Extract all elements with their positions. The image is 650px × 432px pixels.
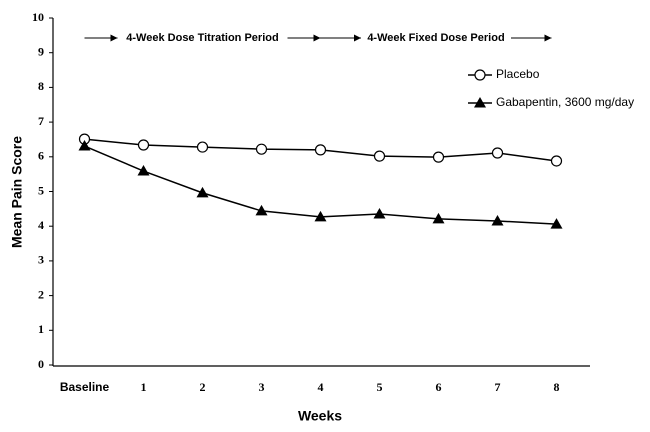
data-point — [196, 141, 209, 153]
y-tick-label: 9 — [38, 44, 44, 58]
x-tick-label: 6 — [436, 380, 442, 394]
data-point — [314, 210, 327, 222]
data-point — [137, 139, 150, 151]
y-tick-label: 7 — [38, 114, 44, 128]
y-tick-label: 6 — [38, 149, 44, 163]
data-point — [491, 214, 504, 226]
x-tick-label: 8 — [554, 380, 560, 394]
y-axis-title: Mean Pain Score — [9, 136, 25, 248]
data-point — [255, 204, 268, 216]
x-tick-label: 4 — [318, 380, 324, 394]
data-point — [196, 186, 209, 198]
period-label: 4-Week Fixed Dose Period — [367, 32, 504, 44]
x-tick-label: 2 — [200, 380, 206, 394]
data-point — [550, 218, 563, 229]
data-point — [314, 144, 327, 156]
y-tick-label: 4 — [38, 218, 44, 232]
x-axis-title: Weeks — [298, 408, 342, 424]
data-point — [137, 165, 150, 176]
data-point — [550, 155, 563, 167]
data-point — [432, 151, 445, 163]
y-tick-label: 5 — [38, 183, 44, 197]
y-tick-label: 0 — [38, 357, 44, 371]
y-tick-label: 3 — [38, 253, 44, 267]
legend-label: Gabapentin, 3600 mg/day — [496, 95, 634, 109]
x-tick-label: 5 — [377, 380, 383, 394]
y-tick-label: 8 — [38, 79, 44, 93]
data-point — [373, 208, 386, 219]
legend-marker — [474, 69, 486, 81]
x-tick-label: Baseline — [60, 380, 110, 394]
data-point — [78, 140, 91, 151]
x-tick-label: 3 — [259, 380, 265, 394]
data-point — [255, 143, 268, 155]
y-tick-label: 10 — [32, 10, 44, 24]
legend-label: Placebo — [496, 67, 540, 81]
legend-marker — [474, 97, 486, 108]
x-tick-label: 7 — [495, 380, 501, 394]
y-tick-label: 2 — [38, 287, 44, 301]
period-label: 4-Week Dose Titration Period — [126, 32, 278, 44]
data-point — [491, 147, 504, 159]
data-point — [373, 150, 386, 162]
y-tick-label: 1 — [38, 322, 44, 336]
data-point — [432, 212, 445, 224]
x-tick-label: 1 — [141, 380, 147, 394]
